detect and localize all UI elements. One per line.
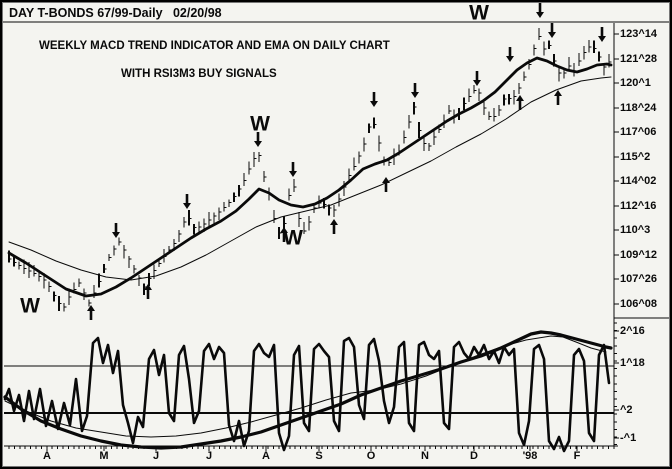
slow-ma-line (8, 76, 612, 281)
indicator-axis-label: 2^16 (620, 325, 645, 337)
price-axis-label: 106^08 (620, 298, 658, 310)
buy-signal-arrow (330, 219, 338, 234)
indicator-axis-label: 1^18 (620, 357, 645, 369)
sell-signal-arrow (473, 71, 481, 86)
price-axis-label: 109^12 (620, 249, 658, 261)
price-axis-label: 117^06 (620, 126, 657, 138)
fast-ema-line (7, 56, 613, 298)
price-axis-label: 118^24 (620, 102, 657, 114)
date-axis-label: M (99, 450, 109, 462)
price-axis-label: 107^26 (620, 273, 658, 285)
date-axis-label: J (152, 450, 160, 462)
chart-annotation-rsi: WITH RSI3M3 BUY SIGNALS (121, 68, 277, 80)
macd-trend-line (3, 330, 613, 450)
date-axis-label: A (43, 450, 51, 462)
price-axis-label: 123^14 (620, 28, 658, 40)
date-axis-label: J (205, 450, 213, 462)
sell-signal-arrow (289, 162, 297, 177)
chart-annotation-macd: WEEKLY MACD TREND INDICATOR AND EMA ON D… (39, 40, 390, 52)
sell-signal-arrow (183, 194, 191, 209)
date-axis-label: N (421, 450, 429, 462)
w-pattern-annotation: W (20, 294, 40, 318)
date-axis-label: O (366, 450, 376, 462)
date-axis-label: D (470, 450, 478, 462)
indicator-axis-label: -^1 (620, 432, 637, 444)
sell-signal-arrow (411, 83, 419, 98)
sell-signal-arrow (548, 23, 556, 38)
price-axis-label: 110^3 (620, 224, 651, 236)
date-axis-label: F (573, 450, 581, 462)
indicator-axis-label: ^2 (620, 404, 633, 416)
price-axis-label: 112^16 (620, 200, 657, 212)
buy-signal-arrow (87, 305, 95, 320)
buy-signal-arrow (144, 284, 152, 299)
price-axis-label: 121^28 (620, 53, 658, 65)
buy-signal-arrow (516, 95, 524, 110)
sell-signal-arrow (112, 223, 120, 238)
chart-title: DAY T-BONDS 67/99-Daily 02/20/98 (9, 6, 222, 20)
sell-signal-arrow (254, 132, 262, 147)
sell-signal-arrow (536, 3, 544, 18)
w-pattern-annotation: W (469, 2, 489, 25)
price-axis-label: 114^02 (620, 175, 657, 187)
macd-signal-line (4, 335, 607, 438)
rsi3m3-line (3, 336, 611, 453)
date-axis-label: A (262, 450, 270, 462)
sell-signal-arrow (598, 27, 606, 42)
price-axis-label: 120^1 (620, 77, 651, 89)
buy-signal-arrow (382, 177, 390, 192)
price-axis-label: 115^2 (620, 151, 651, 163)
date-axis-label: S (315, 450, 323, 462)
buy-signal-arrow (280, 227, 288, 242)
date-axis-label: '98 (522, 450, 538, 462)
tbond-chart-canvas (3, 3, 669, 453)
w-pattern-annotation: W (283, 226, 303, 250)
w-pattern-annotation: W (250, 112, 270, 136)
sell-signal-arrow (370, 92, 378, 107)
buy-signal-arrow (554, 90, 562, 105)
sell-signal-arrow (506, 47, 514, 62)
